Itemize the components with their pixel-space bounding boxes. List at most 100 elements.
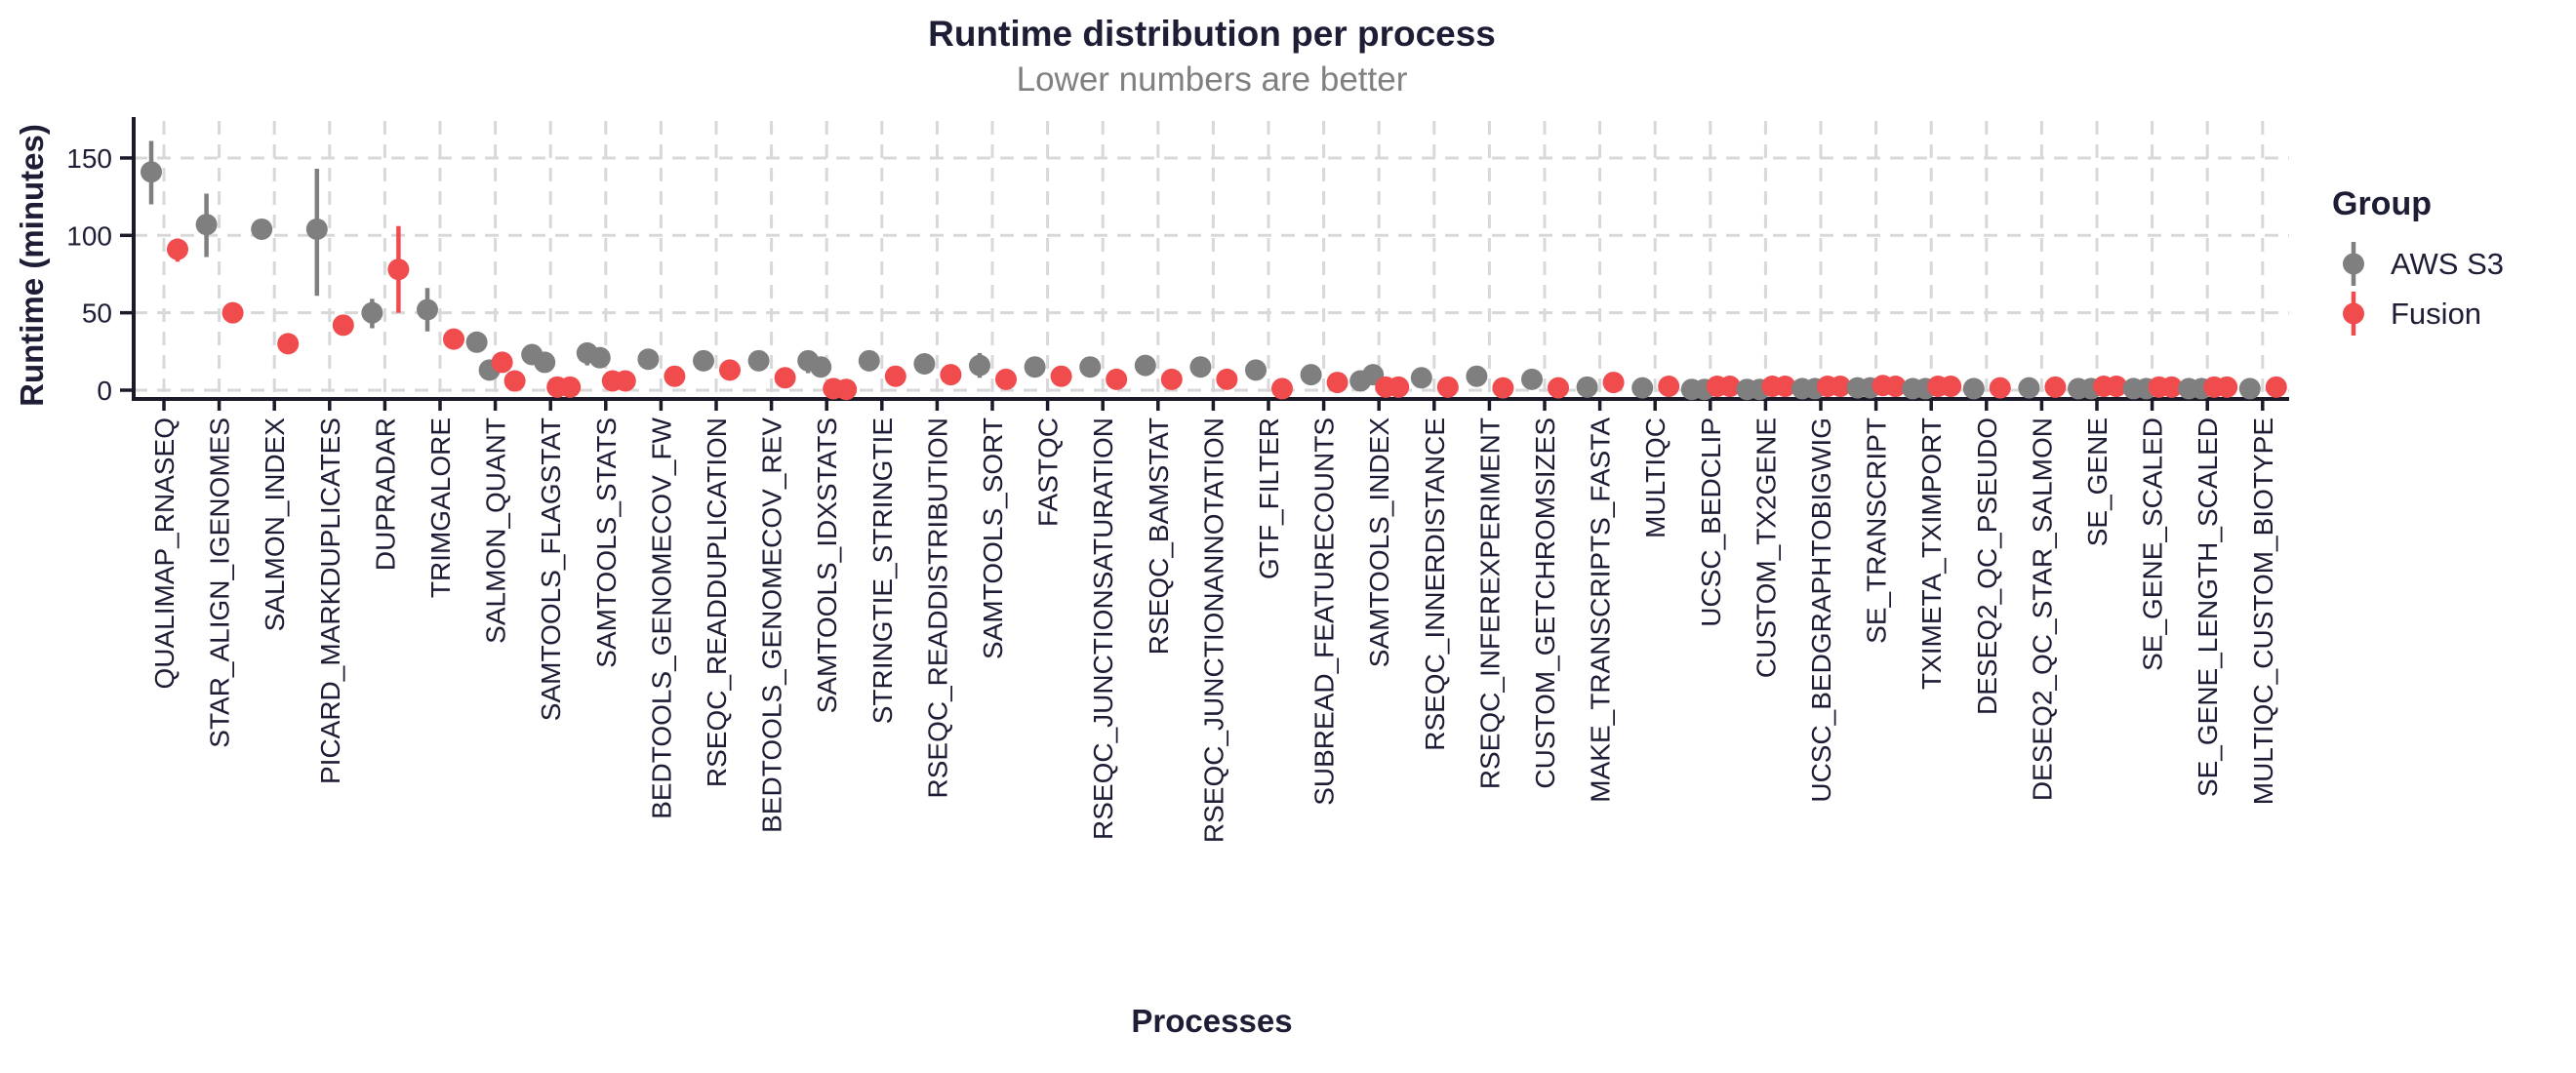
fusion-pointrange-icon [2343,292,2364,336]
aws_s3-point [465,331,488,353]
x-tick-label: UCSC_BEDCLIP [1696,417,1726,627]
x-tick-label: UCSC_BEDGRAPHTOBIGWIG [1806,417,1836,803]
aws_s3-point [1521,368,1543,390]
aws_s3-point [195,214,218,236]
fusion-point [1718,376,1741,398]
x-tick-label: STRINGTIE_STRINGTIE [867,417,898,724]
aws_s3-point [693,349,714,372]
legend: Group AWS S3 Fusion [2332,185,2504,338]
x-tick-label: CUSTOM_GETCHROMSIZES [1530,417,1560,789]
aws_s3-point [637,348,660,371]
fusion-point [1658,376,1680,398]
fusion-point [167,238,188,260]
fusion-point [559,376,582,398]
aws_s3-point [1631,377,1654,399]
aws_s3-point [141,161,162,183]
fusion-point [884,365,906,387]
fusion-point [332,314,354,337]
aws_s3-point [1576,376,1598,398]
y-tick-label: 100 [66,220,112,251]
fusion-point [1271,378,1293,400]
fusion-point [940,364,962,386]
x-tick-label: RSEQC_INFEREXPERIMENT [1474,417,1505,789]
aws_s3-point [1410,367,1432,389]
x-tick-label: RSEQC_READDISTRIBUTION [922,417,952,799]
x-tick-label: PICARD_MARKDUPLICATES [315,417,345,784]
fusion-point [2106,376,2127,398]
x-tick-label: RSEQC_JUNCTIONANNOTATION [1198,417,1228,843]
aws_s3-point [534,351,556,374]
x-tick-label: DUPRADAR [370,417,400,571]
x-tick-label: SALMON_QUANT [481,417,511,644]
fusion-point [221,301,244,324]
x-tick-label: SAMTOOLS_IDXSTATS [812,417,842,713]
aws-s3-pointrange-icon [2343,242,2364,286]
x-tick-label: RSEQC_BAMSTAT [1144,417,1174,655]
legend-title: Group [2332,185,2432,222]
aws_s3-point [251,218,273,240]
aws_s3-point [588,346,611,369]
x-tick-label: BEDTOOLS_GENOMECOV_FW [646,417,676,818]
x-tick-label: MULTIQC [1640,417,1670,538]
aws_s3-point [810,356,832,378]
y-tick-label: 50 [82,298,112,329]
legend-entry-aws-s3: AWS S3 [2332,239,2504,289]
x-tick-label: CUSTOM_TX2GENE [1751,417,1781,678]
fusion-point [719,359,741,381]
fusion-point [1160,368,1183,390]
fusion-point [1989,377,2011,399]
fusion-point [1884,376,1907,398]
chart-subtitle: Lower numbers are better [1016,60,1408,99]
aws_s3-point [1024,356,1046,378]
fusion-point [664,365,686,387]
x-tick-label: RSEQC_INNERDISTANCE [1420,417,1450,751]
x-tick-label: RSEQC_JUNCTIONSATURATION [1088,417,1118,840]
fusion-point [1216,368,1238,390]
x-tick-label: RSEQC_READDUPLICATION [702,417,732,787]
x-tick-label: BEDTOOLS_GENOMECOV_REV [757,417,787,833]
legend-label-aws-s3: AWS S3 [2391,246,2504,281]
axis-labels: 0 50 100 150 QUALIMAP_RNASEQ STAR_ALIGN_IGENO… [66,143,2278,843]
fusion-point [1548,377,1569,399]
fusion-point [774,367,796,389]
fusion-point [1388,376,1410,398]
aws_s3-point [1245,359,1267,381]
aws_s3-point [1079,356,1102,378]
aws_s3-point [1134,354,1156,377]
x-tick-label: MAKE_TRANSCRIPTS_FASTA [1586,417,1616,803]
legend-label-fusion: Fusion [2391,296,2482,331]
aws_s3-point [305,218,328,240]
x-tick-label: SE_GENE_SCALED [2138,417,2168,671]
fusion-point [835,378,858,401]
y-tick-label: 0 [97,376,112,406]
fusion-point [1940,376,1962,398]
fusion-point [2160,376,2183,398]
x-tick-label: MULTIQC_CUSTOM_BIOTYPE [2248,417,2278,805]
fusion-point [1050,365,1072,387]
x-tick-label: SAMTOOLS_STATS [591,417,622,668]
data-points [141,140,2287,401]
aws_s3-point [361,301,383,324]
x-tick-label: SALMON_INDEX [260,417,290,632]
legend-entry-fusion: Fusion [2332,289,2504,338]
x-tick-label: SE_GENE_LENGTH_SCALED [2193,417,2223,797]
x-tick-label: STAR_ALIGN_IGENOMES [205,417,235,748]
x-tick-label: SAMTOOLS_INDEX [1364,417,1394,668]
aws_s3-point [1300,364,1322,386]
aws_s3-point [1189,356,1212,378]
aws_s3-point [1962,378,1985,400]
fusion-point [443,328,464,350]
fusion-point [387,258,410,281]
x-tick-label: TRIMGALORE [425,417,456,598]
fusion-point [2265,376,2287,398]
x-tick-label: GTF_FILTER [1254,417,1284,579]
fusion-point [1602,372,1625,394]
x-tick-label: DESEQ2_QC_PSEUDO [1972,417,2002,715]
aws_s3-point [747,349,770,372]
x-tick-label: QUALIMAP_RNASEQ [149,417,180,690]
aws_s3-point [913,353,936,376]
x-tick-label: SE_TRANSCRIPT [1862,417,1892,644]
fusion-point [1830,376,1851,398]
aws_s3-point [1466,365,1488,387]
x-tick-label: FASTQC [1033,417,1064,527]
